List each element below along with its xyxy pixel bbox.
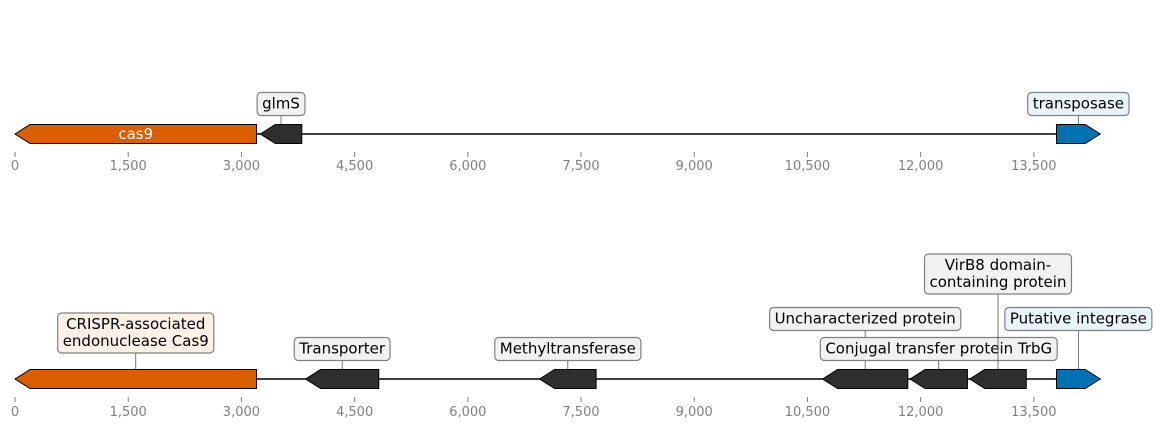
tick-label: 6,000 <box>449 405 486 420</box>
gene-label-box <box>494 336 642 362</box>
gene-label: cas9 <box>118 125 153 143</box>
gene-arrow <box>968 369 1027 389</box>
tick-label: 7,500 <box>562 405 599 420</box>
gene-arrow <box>14 124 258 144</box>
gene-arrow <box>1055 124 1102 144</box>
tick-label: 6,000 <box>449 159 486 174</box>
gene-arrow <box>304 369 380 389</box>
gene-label: Putative integrase <box>1010 310 1147 328</box>
tick-label: 9,000 <box>676 405 713 420</box>
tick-label: 4,500 <box>336 159 373 174</box>
tick-label: 0 <box>11 159 19 174</box>
gene-label: Methyltransferase <box>500 340 636 358</box>
gene-label: Uncharacterized protein <box>775 310 956 328</box>
gene-label: CRISPR-associated endonuclease Cas9 <box>63 315 209 350</box>
tick-label: 4,500 <box>336 405 373 420</box>
gene-label: glmS <box>262 95 300 113</box>
gene-arrow <box>1055 369 1102 389</box>
gene-label: transposase <box>1033 95 1124 113</box>
gene-label-box <box>923 253 1073 295</box>
tick-label: 13,500 <box>1011 405 1057 420</box>
gene-arrow <box>259 124 303 144</box>
gene-label: Transporter <box>298 340 386 358</box>
tick-label: 12,000 <box>898 159 944 174</box>
gene-label-box <box>1027 91 1130 117</box>
gene-label-box <box>1004 306 1153 332</box>
gene-label-box <box>293 336 391 362</box>
gene-arrow <box>821 369 909 389</box>
gene-arrow <box>14 369 258 389</box>
tick-label: 7,500 <box>562 159 599 174</box>
gene-label-box <box>768 306 962 332</box>
x-axis: 0 1,500 3,000 4,500 6,000 7,500 9,000 10,500 12,… <box>11 152 1057 174</box>
gene-label: VirB8 domain-containing protein <box>930 256 1067 291</box>
tick-label: 1,500 <box>110 159 147 174</box>
tick-label: 1,500 <box>110 405 147 420</box>
x-axis: 0 1,500 3,000 4,500 6,000 7,500 9,000 10,500 12,… <box>11 397 1057 420</box>
tick-label: 10,500 <box>785 405 831 420</box>
tick-label: 10,500 <box>785 159 831 174</box>
tick-label: 9,000 <box>676 159 713 174</box>
tick-label: 13,500 <box>1011 159 1057 174</box>
gene-label-box <box>256 91 306 117</box>
tick-label: 12,000 <box>898 405 944 420</box>
tick-label: 3,000 <box>223 159 260 174</box>
gene-label-box <box>57 312 215 354</box>
gene-arrow <box>538 369 597 389</box>
gene-label: Conjugal transfer protein TrbG <box>825 340 1052 358</box>
gene-arrow <box>909 369 968 389</box>
tick-label: 3,000 <box>223 405 260 420</box>
gene-track-1: 0 1,500 3,000 4,500 6,000 7,500 9,000 10,500 12,… <box>11 91 1130 174</box>
tick-label: 0 <box>11 405 19 420</box>
gene-track-2: 0 1,500 3,000 4,500 6,000 7,500 9,000 10,500 12,… <box>11 253 1153 420</box>
